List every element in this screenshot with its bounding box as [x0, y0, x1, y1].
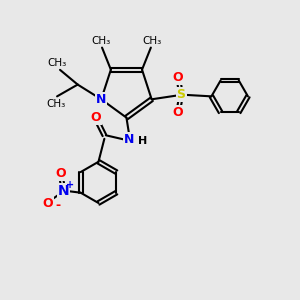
Text: +: +: [66, 180, 74, 190]
Text: N: N: [124, 133, 135, 146]
Text: O: O: [42, 197, 53, 210]
Text: -: -: [56, 200, 61, 212]
Text: N: N: [58, 184, 69, 198]
Text: CH₃: CH₃: [143, 36, 162, 46]
Text: CH₃: CH₃: [91, 36, 110, 46]
Text: O: O: [173, 106, 184, 119]
Text: S: S: [177, 88, 186, 101]
Text: N: N: [96, 93, 106, 106]
Text: O: O: [173, 71, 184, 84]
Text: CH₃: CH₃: [46, 99, 65, 109]
Text: O: O: [90, 111, 101, 124]
Text: CH₃: CH₃: [47, 58, 67, 68]
Text: O: O: [55, 167, 66, 180]
Text: H: H: [138, 136, 147, 146]
